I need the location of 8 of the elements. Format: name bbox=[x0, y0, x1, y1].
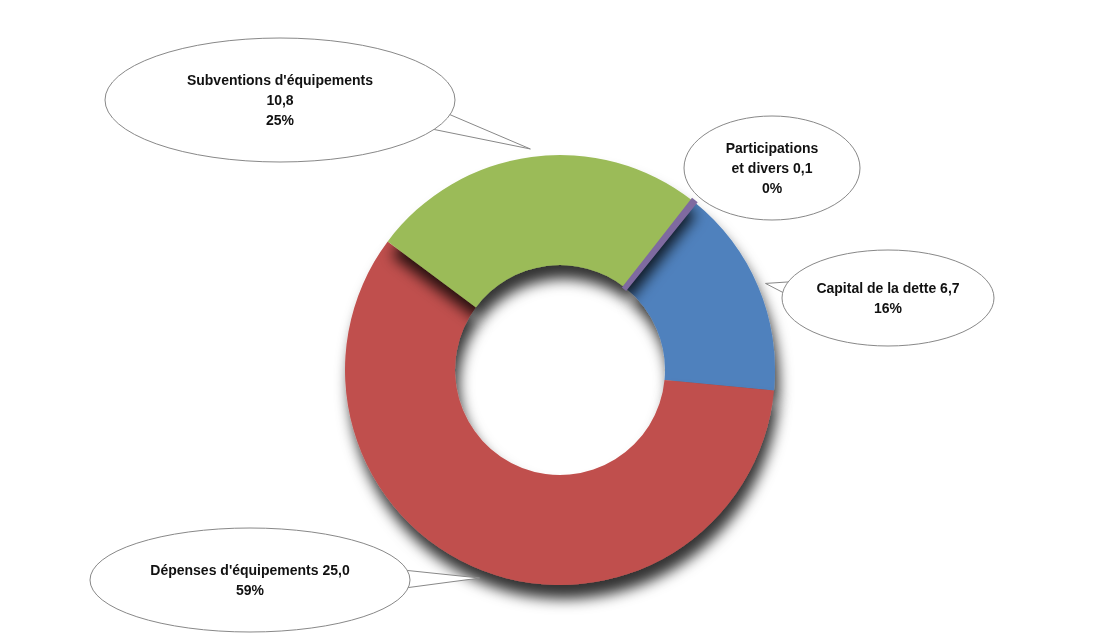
donut-slice bbox=[387, 155, 693, 308]
donut-slice bbox=[625, 202, 775, 391]
slice-label: Dépenses d'équipements 25,0 59% bbox=[150, 562, 350, 598]
slice-label: Capital de la dette 6,7 16% bbox=[816, 280, 960, 316]
slice-label: Subventions d'équipements bbox=[186, 72, 374, 88]
slice-label: Participations et divers 0,1 0% bbox=[725, 140, 819, 196]
donut-slice bbox=[622, 198, 697, 291]
data-label: 10,8 25% bbox=[265, 92, 295, 128]
